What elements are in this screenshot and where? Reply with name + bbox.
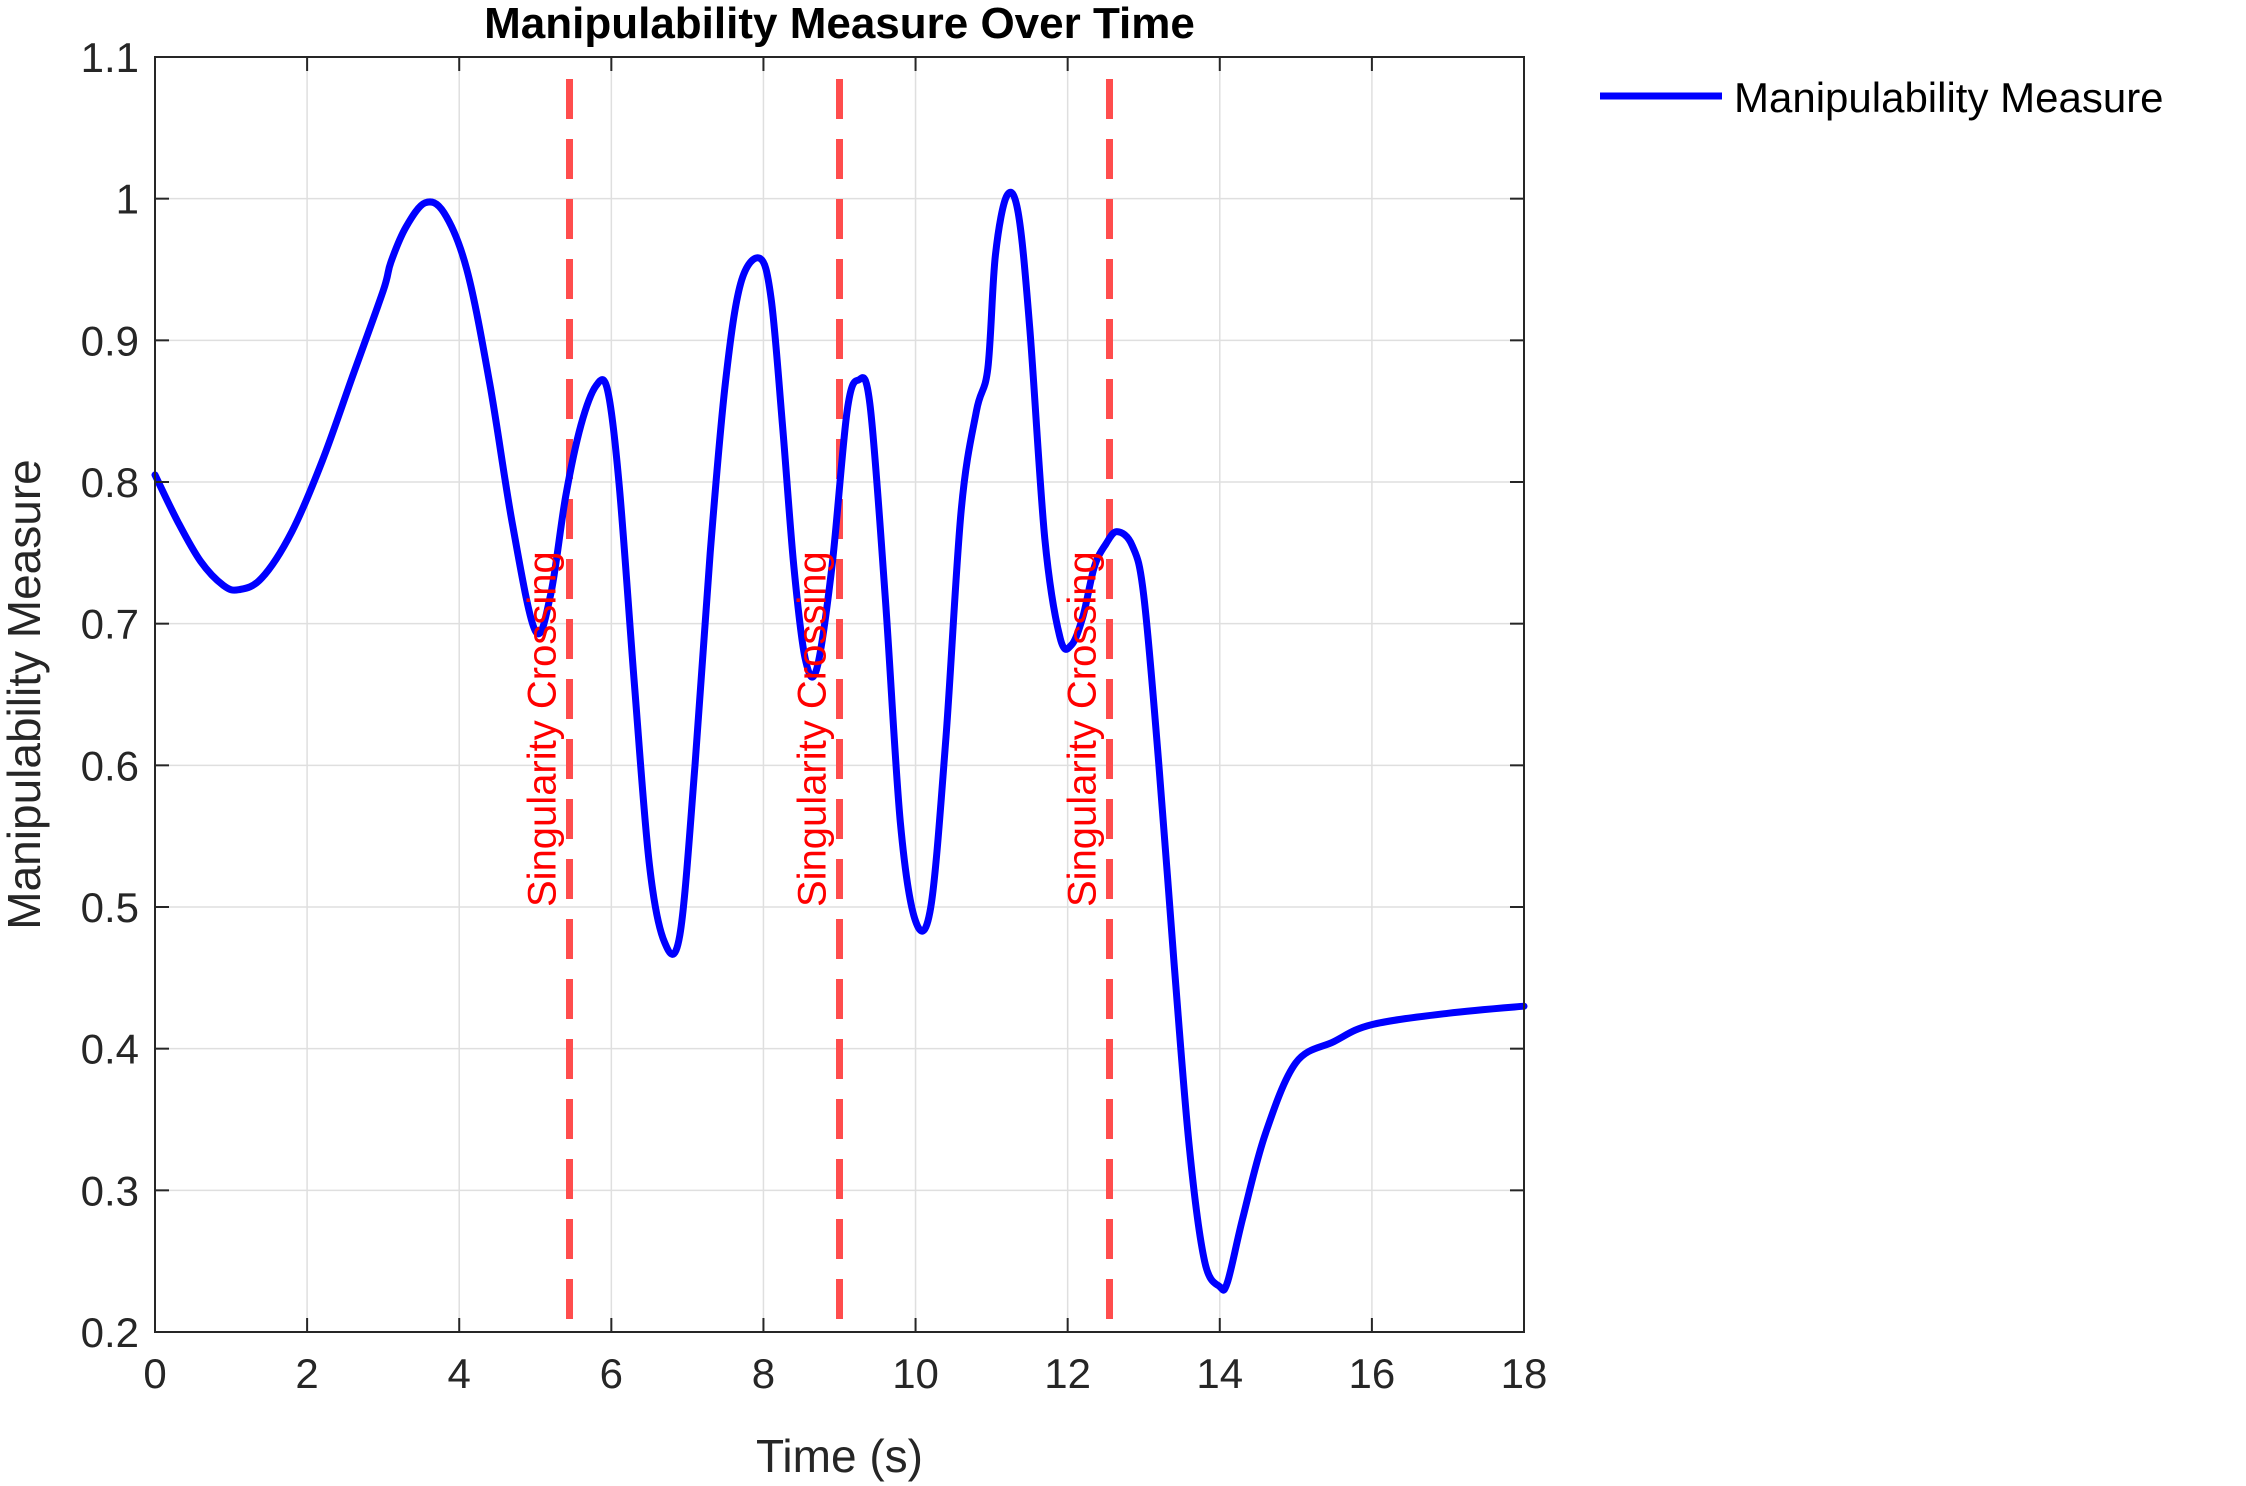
- y-ticks: 0.2 0.3 0.4 0.5 0.6 0.7 0.8 0.9 1 1.1: [81, 34, 1524, 1356]
- x-tick-label: 12: [1044, 1350, 1091, 1397]
- y-tick-label: 0.7: [81, 601, 139, 648]
- y-tick-label: 1.1: [81, 34, 139, 81]
- y-tick-label: 1: [116, 176, 139, 223]
- x-tick-label: 4: [448, 1350, 471, 1397]
- x-tick-label: 18: [1501, 1350, 1548, 1397]
- x-tick-label: 2: [295, 1350, 318, 1397]
- y-tick-label: 0.8: [81, 459, 139, 506]
- y-tick-label: 0.5: [81, 884, 139, 931]
- x-tick-label: 10: [892, 1350, 939, 1397]
- x-ticks: 0 2 4 6 8 10 12 14 16 18: [143, 57, 1547, 1397]
- x-tick-label: 14: [1196, 1350, 1243, 1397]
- legend-label: Manipulability Measure: [1734, 74, 2164, 121]
- singularity-label: Singularity Crossing: [1060, 551, 1104, 907]
- x-tick-label: 0: [143, 1350, 166, 1397]
- y-axis-label: Manipulability Measure: [0, 459, 50, 929]
- x-axis-label: Time (s): [756, 1430, 923, 1482]
- plot-frame: [154, 56, 1525, 1333]
- series-line: [151, 188, 1528, 1294]
- singularity-labels: Singularity Crossing Singularity Crossing…: [521, 551, 1105, 907]
- singularity-lines: [566, 79, 1113, 1332]
- series-layer: [151, 188, 1528, 1294]
- y-tick-label: 0.3: [81, 1167, 139, 1214]
- x-tick-label: 8: [752, 1350, 775, 1397]
- legend: Manipulability Measure: [1600, 74, 2164, 121]
- y-tick-label: 0.9: [81, 317, 139, 364]
- y-tick-label: 0.2: [81, 1309, 139, 1356]
- x-tick-label: 6: [600, 1350, 623, 1397]
- chart-title: Manipulability Measure Over Time: [484, 0, 1195, 48]
- singularity-label: Singularity Crossing: [521, 551, 565, 907]
- y-tick-label: 0.4: [81, 1026, 139, 1073]
- x-tick-label: 16: [1349, 1350, 1396, 1397]
- singularity-label: Singularity Crossing: [791, 551, 835, 907]
- y-tick-label: 0.6: [81, 742, 139, 789]
